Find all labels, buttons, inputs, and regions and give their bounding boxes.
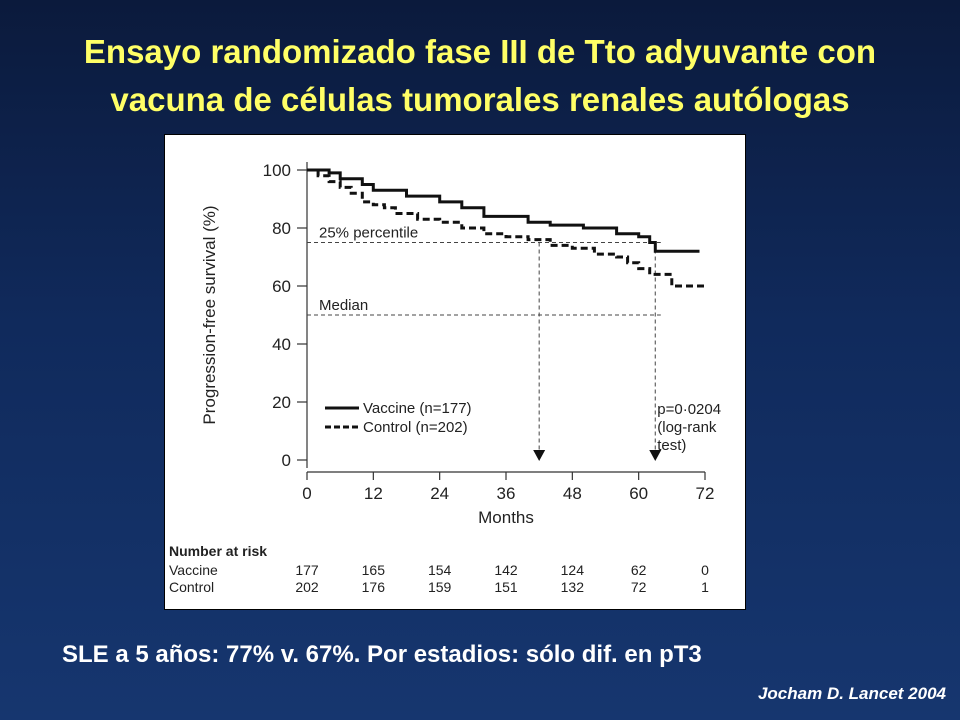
p-value-annotation: (log-rank bbox=[657, 419, 717, 436]
legend-label: Control (n=202) bbox=[363, 419, 468, 436]
legend-label: Vaccine (n=177) bbox=[363, 400, 472, 417]
risk-table-value: 151 bbox=[494, 579, 518, 595]
risk-table-value: 159 bbox=[428, 579, 452, 595]
reference-line-label: 25% percentile bbox=[319, 225, 418, 242]
risk-table-row-label: Control bbox=[169, 579, 214, 595]
y-tick-label: 60 bbox=[272, 277, 291, 296]
slide-title: Ensayo randomizado fase III de Tto adyuv… bbox=[0, 28, 960, 124]
y-tick-label: 20 bbox=[272, 393, 291, 412]
y-axis-label: Progression-free survival (%) bbox=[200, 205, 219, 424]
slide-title-line-1: Ensayo randomizado fase III de Tto adyuv… bbox=[83, 33, 877, 70]
x-tick-label: 72 bbox=[696, 484, 715, 503]
y-tick-label: 0 bbox=[282, 451, 291, 470]
citation-text: Jocham D. Lancet 2004 bbox=[757, 684, 946, 703]
percentile-arrow bbox=[533, 450, 546, 461]
risk-table-value: 62 bbox=[631, 562, 647, 578]
risk-table-value: 177 bbox=[295, 562, 319, 578]
vaccine-survival-curve bbox=[307, 168, 700, 253]
summary-text: SLE a 5 años: 77% v. 67%. Por estadios: … bbox=[62, 641, 702, 668]
risk-table-title: Number at risk bbox=[169, 543, 267, 559]
y-tick-label: 40 bbox=[272, 335, 291, 354]
x-tick-label: 48 bbox=[563, 484, 582, 503]
risk-table-value: 72 bbox=[631, 579, 647, 595]
km-chart: 0 20 40 60 80 100 0 12 24 36 48 60 72 Months Progressi… bbox=[169, 161, 721, 595]
slide-title-line-2: vacuna de células tumorales renales autó… bbox=[110, 81, 850, 118]
risk-table-value: 124 bbox=[561, 562, 585, 578]
risk-table-value: 1 bbox=[701, 579, 709, 595]
chart-panel: 0 20 40 60 80 100 0 12 24 36 48 60 72 Months Progressi… bbox=[164, 134, 746, 610]
x-tick-label: 12 bbox=[364, 484, 383, 503]
reference-line-label: Median bbox=[319, 297, 368, 314]
x-tick-label: 60 bbox=[629, 484, 648, 503]
risk-table-value: 165 bbox=[362, 562, 386, 578]
risk-table-value: 142 bbox=[494, 562, 518, 578]
p-value-annotation: test) bbox=[657, 437, 686, 454]
x-tick-label: 0 bbox=[302, 484, 311, 503]
risk-table-value: 0 bbox=[701, 562, 709, 578]
risk-table-value: 202 bbox=[295, 579, 319, 595]
percentile-arrow bbox=[649, 450, 662, 461]
x-tick-label: 24 bbox=[430, 484, 449, 503]
y-tick-label: 80 bbox=[272, 219, 291, 238]
risk-table-value: 154 bbox=[428, 562, 452, 578]
risk-table-value: 132 bbox=[561, 579, 585, 595]
control-survival-curve bbox=[307, 168, 705, 288]
y-tick-label: 100 bbox=[263, 161, 291, 180]
x-tick-label: 36 bbox=[497, 484, 516, 503]
x-axis-label: Months bbox=[478, 508, 534, 527]
risk-table-row-label: Vaccine bbox=[169, 562, 218, 578]
p-value-annotation: p=0·0204 bbox=[657, 401, 721, 418]
risk-table-value: 176 bbox=[362, 579, 386, 595]
